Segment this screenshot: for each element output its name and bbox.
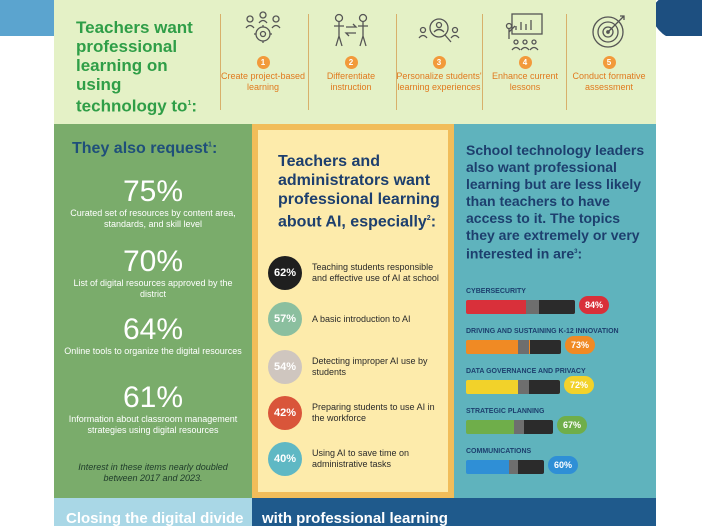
corner-decoration-right [656,0,702,36]
header-item-label: Differentiate instruction [326,71,376,92]
tech-leaders-panel: School technology leaders also want prof… [454,124,656,498]
requests-panel: They also request1: 75% Curated set of r… [54,124,252,498]
topic-percent-badge: 60% [548,456,579,474]
magnify-person-icon [418,18,460,43]
stat-description: List of digital resources approved by th… [73,278,233,299]
ai-topic-item: 54% Detecting improper AI use by student… [268,350,448,386]
request-stat: 75% Curated set of resources by content … [64,176,242,230]
corner-decoration-left [0,0,54,36]
divider [220,14,221,110]
ai-panel-title: Teachers and administrators want profess… [278,153,440,231]
requests-title: They also request1: [72,140,218,157]
stat-description: Information about classroom management s… [68,414,238,435]
bottom-band-left [54,498,252,526]
request-stat: 70% List of digital resources approved b… [64,246,242,300]
topic-row: DRIVING AND SUSTAINING K-12 INNOVATION 73… [466,328,666,362]
ai-panel: Teachers and administrators want profess… [252,124,454,498]
ai-topic-item: 42% Preparing students to use AI in the … [268,396,448,432]
topic-row: STRATEGIC PLANNING 67% [466,408,666,442]
ai-topic-item: 57% A basic introduction to AI [268,302,448,338]
header-item-personalize: 3 Personalize students' learning experie… [396,10,482,93]
ai-panel-inner: Teachers and administrators want profess… [258,130,448,492]
topic-bar [466,380,560,394]
request-stat: 64% Online tools to organize the digital… [64,314,242,357]
request-stat: 61% Information about classroom manageme… [64,382,242,436]
bottom-band-right [252,498,656,526]
topic-row: DATA GOVERNANCE AND PRIVACY 72% [466,368,666,402]
presentation-board-icon [505,13,543,51]
step-number: 5 [602,56,616,69]
topic-percent-badge: 72% [564,376,595,394]
differentiate-people-icon [334,13,368,47]
header-band: Teachers want professional learning on u… [54,0,656,124]
bottom-heading-right: with professional learning [262,510,448,526]
stat-description: Online tools to organize the digital res… [64,346,242,356]
header-item-project-based: 1 Create project-based learning [220,10,306,93]
ai-topic-item: 62% Teaching students responsible and ef… [268,256,448,292]
topic-bar [466,340,561,354]
topic-row: CYBERSECURITY 84% [466,288,666,322]
ai-topic-text: Teaching students responsible and effect… [312,262,439,283]
topic-name: DATA GOVERNANCE AND PRIVACY [466,368,586,375]
divider [482,14,483,110]
header-item-label: Personalize students' learning experienc… [396,71,482,92]
divider [566,14,567,110]
stat-description: Curated set of resources by content area… [70,208,236,229]
ai-topic-item: 40% Using AI to save time on administrat… [268,442,448,478]
ai-topic-text: Using AI to save time on administrative … [312,448,410,469]
stat-percent: 70% [122,245,184,278]
step-number: 2 [344,56,358,69]
tech-leaders-title: School technology leaders also want prof… [466,142,645,262]
topic-percent-badge: 84% [579,296,610,314]
ai-topic-text: A basic introduction to AI [312,313,411,324]
ai-topic-percent: 62% [268,256,302,290]
topic-bar [466,420,553,434]
header-item-enhance: 4 Enhance current lessons [482,10,568,93]
bottom-heading-left: Closing the digital divide [66,510,244,526]
gears-team-icon [245,11,281,43]
stat-percent: 75% [122,175,184,208]
header-item-label: Enhance current lessons [491,71,559,92]
stat-percent: 64% [122,313,184,346]
requests-note: Interest in these items nearly doubled b… [78,462,228,483]
topic-row: COMMUNICATIONS 60% [466,448,666,482]
header-item-assessment: 5 Conduct formative assessment [566,10,652,93]
ai-topic-percent: 57% [268,302,302,336]
step-number: 3 [432,56,446,69]
ai-topic-percent: 40% [268,442,302,476]
ai-topic-text: Detecting improper AI use by students [312,356,428,377]
topic-percent-badge: 67% [557,416,588,434]
topic-name: DRIVING AND SUSTAINING K-12 INNOVATION [466,328,619,335]
topic-percent-badge: 73% [565,336,596,354]
header-item-label: Conduct formative assessment [572,71,646,92]
header-title: Teachers want professional learning on u… [76,18,198,116]
header-item-label: Create project-based learning [220,71,306,92]
topic-name: COMMUNICATIONS [466,448,532,455]
topic-bar [466,300,575,314]
topic-bar [466,460,544,474]
step-number: 4 [518,56,532,69]
ai-topic-percent: 42% [268,396,302,430]
header-item-differentiate: 2 Differentiate instruction [308,10,394,93]
divider [396,14,397,110]
target-icon [592,15,625,48]
step-number: 1 [256,56,270,69]
topic-name: CYBERSECURITY [466,288,526,295]
topic-name: STRATEGIC PLANNING [466,408,545,415]
ai-topic-percent: 54% [268,350,302,384]
stat-percent: 61% [122,381,184,414]
divider [308,14,309,110]
ai-topic-text: Preparing students to use AI in the work… [312,402,435,423]
